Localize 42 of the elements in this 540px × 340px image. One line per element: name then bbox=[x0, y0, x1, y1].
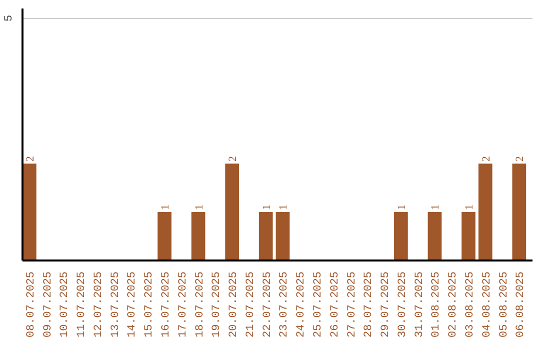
x-tick-label: 14.07.2025 bbox=[126, 271, 139, 338]
x-tick-label: 11.07.2025 bbox=[76, 271, 88, 338]
data-label: 1 bbox=[193, 204, 206, 210]
x-tick-label: 02.08.2025 bbox=[448, 271, 460, 338]
data-label: 1 bbox=[278, 204, 290, 210]
x-tick-label: 01.08.2025 bbox=[430, 271, 443, 338]
x-tick-label: 04.08.2025 bbox=[481, 271, 494, 338]
data-label: 2 bbox=[480, 156, 492, 162]
y-tick-label: 5 bbox=[4, 14, 16, 22]
x-tick-label: 17.07.2025 bbox=[177, 271, 190, 338]
x-tick-label: 19.07.2025 bbox=[211, 271, 224, 338]
x-tick-label: 30.07.2025 bbox=[396, 271, 409, 338]
x-tick-label: 27.07.2025 bbox=[346, 271, 358, 338]
data-label: 2 bbox=[514, 156, 526, 162]
x-tick-label: 28.07.2025 bbox=[363, 271, 376, 338]
x-tick-label: 29.07.2025 bbox=[380, 271, 392, 338]
x-tick-label: 06.08.2025 bbox=[515, 271, 528, 338]
data-label: 1 bbox=[160, 204, 172, 210]
x-tick-label: 13.07.2025 bbox=[110, 271, 122, 338]
x-tick-label: 18.07.2025 bbox=[194, 271, 206, 338]
x-tick-label: 25.07.2025 bbox=[312, 271, 325, 338]
x-tick-label: 05.08.2025 bbox=[498, 271, 510, 338]
data-label: 2 bbox=[24, 156, 36, 162]
data-label: 1 bbox=[463, 204, 476, 210]
x-tick-label: 31.07.2025 bbox=[414, 271, 426, 338]
x-tick-label: 26.07.2025 bbox=[329, 271, 342, 338]
x-tick-label: 24.07.2025 bbox=[296, 271, 308, 338]
data-label: 1 bbox=[430, 204, 442, 210]
x-tick-label: 10.07.2025 bbox=[59, 271, 72, 338]
x-tick-label: 15.07.2025 bbox=[144, 271, 156, 338]
x-tick-label: 09.07.2025 bbox=[42, 271, 54, 338]
x-tick-label: 21.07.2025 bbox=[244, 271, 257, 338]
x-tick-label: 22.07.2025 bbox=[262, 271, 274, 338]
x-tick-label: 23.07.2025 bbox=[278, 271, 291, 338]
data-label: 2 bbox=[227, 156, 240, 162]
x-tick-label: 08.07.2025 bbox=[25, 271, 38, 338]
x-tick-label: 03.08.2025 bbox=[464, 271, 476, 338]
data-label: 1 bbox=[396, 204, 408, 210]
data-label: 1 bbox=[260, 204, 273, 210]
x-tick-label: 20.07.2025 bbox=[228, 271, 240, 338]
x-tick-label: 12.07.2025 bbox=[92, 271, 105, 338]
x-tick-label: 16.07.2025 bbox=[160, 271, 173, 338]
